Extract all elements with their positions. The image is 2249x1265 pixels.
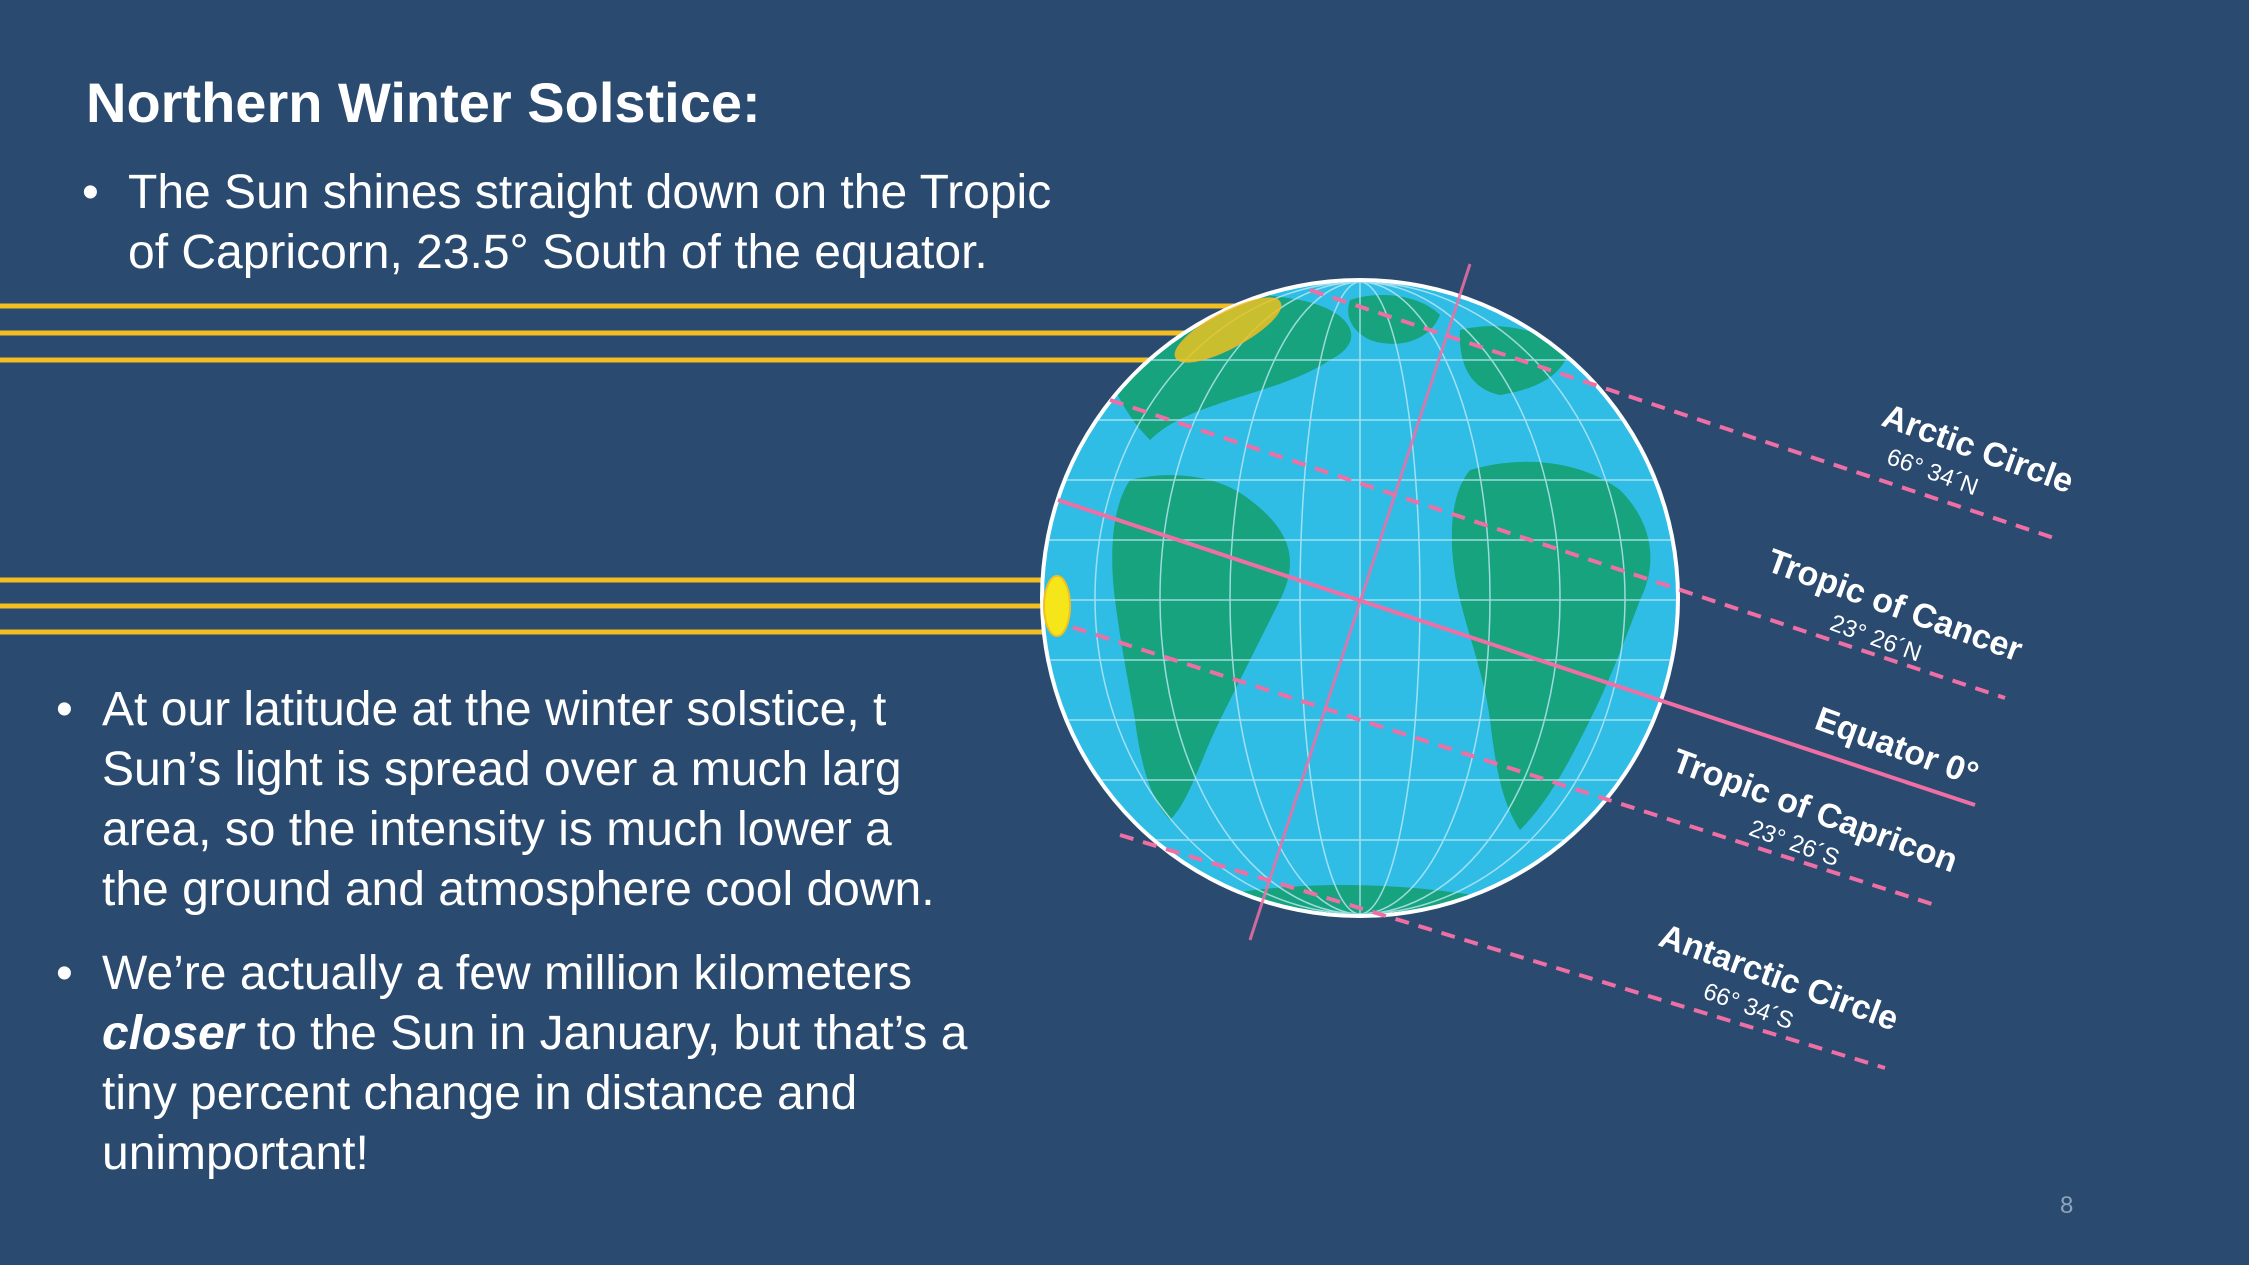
bullet-line: unimportant!	[102, 1127, 369, 1180]
latitude-lines	[1049, 288, 2061, 1070]
bullet-list-bottom: • At our latitude at the winter solstice…	[56, 680, 1056, 1208]
bullet-line-rest: to the Sun in January, but that’s a	[243, 1007, 968, 1060]
equator-line	[1057, 498, 1976, 807]
antarctic-circle-line	[1119, 833, 1886, 1070]
bullet-line: The Sun shines straight down on the Trop…	[128, 166, 1052, 219]
bullet-item: • The Sun shines straight down on the Tr…	[82, 163, 1162, 283]
bullet-line: At our latitude at the winter solstice, …	[102, 683, 887, 736]
bullet-line: tiny percent change in distance and	[102, 1067, 858, 1120]
bullet-item: • We’re actually a few million kilometer…	[56, 944, 1056, 1184]
bullet-line: of Capricorn, 23.5° South of the equator…	[128, 226, 988, 279]
bullet-dot-icon: •	[56, 947, 73, 1000]
page-number: 8	[2060, 1192, 2074, 1219]
label-antarctic-circle: Antarctic Circle 66° 34´S	[1654, 917, 1903, 1039]
direct-sunlight-spot	[1043, 575, 1071, 637]
bullet-line: the ground and atmosphere cool down.	[102, 863, 935, 916]
bullet-dot-icon: •	[82, 166, 99, 219]
bullet-dot-icon: •	[56, 683, 73, 736]
bullet-item: • At our latitude at the winter solstice…	[56, 680, 1042, 920]
greenland	[1348, 295, 1440, 344]
tropic-of-cancer-line	[1109, 398, 2006, 700]
africa	[1451, 461, 1651, 830]
earth-globe	[1040, 263, 1680, 941]
sun-rays	[0, 303, 1240, 635]
tropic-of-capricorn-line	[1049, 618, 1936, 907]
slide-title: Northern Winter Solstice:	[86, 71, 761, 134]
label-tropic-of-cancer: Tropic of Cancer 23° 26´N	[1762, 542, 2027, 669]
emphasis-text: closer	[102, 1007, 244, 1060]
bullet-line: We’re actually a few million kilometers	[102, 947, 913, 1000]
bullet-line: area, so the intensity is much lower a	[102, 803, 892, 856]
bullet-list-top: • The Sun shines straight down on the Tr…	[82, 163, 1162, 283]
bullet-line: Sun’s light is spread over a much larg	[102, 743, 902, 796]
oblique-sunlight-spot	[1174, 297, 1282, 363]
arctic-circle-line	[1309, 288, 2061, 542]
bullet-line: closer to the Sun in January, but that’s…	[102, 1004, 1056, 1064]
